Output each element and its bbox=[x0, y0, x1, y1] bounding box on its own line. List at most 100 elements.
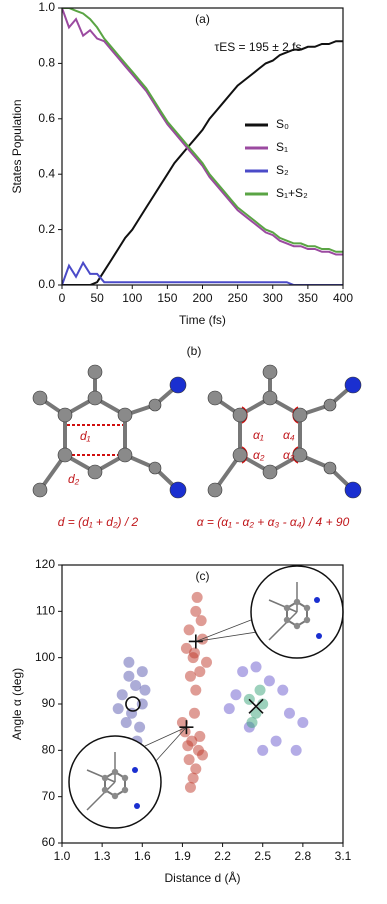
x-tick-label: 1.6 bbox=[134, 849, 151, 863]
point bbox=[190, 763, 202, 775]
point bbox=[197, 749, 208, 761]
atom bbox=[148, 398, 162, 412]
x-tick-label: 150 bbox=[157, 291, 177, 305]
y-tick-label: 70 bbox=[42, 789, 56, 803]
x-tick-label: 2.8 bbox=[295, 849, 312, 863]
point bbox=[223, 703, 235, 715]
point bbox=[246, 717, 258, 729]
x-tick-label: 200 bbox=[192, 291, 212, 305]
distance-label: d₂ bbox=[68, 472, 80, 486]
point bbox=[188, 647, 200, 659]
angle-label: α₃ bbox=[283, 448, 295, 462]
formula: α = (α₁ - α₂ + α₃ - α₄) / 4 + 90 bbox=[197, 515, 350, 529]
point bbox=[184, 670, 196, 682]
point bbox=[237, 666, 249, 678]
angle-label: α₁ bbox=[253, 428, 264, 442]
legend-label: S₁+S₂ bbox=[276, 186, 308, 200]
marker bbox=[125, 696, 141, 712]
y-tick-label: 110 bbox=[36, 604, 55, 618]
inset-atom bbox=[293, 598, 301, 606]
x-tick-label: 1.0 bbox=[54, 849, 71, 863]
point bbox=[263, 675, 275, 687]
point bbox=[136, 666, 148, 678]
y-tick-label: 1.0 bbox=[38, 0, 55, 14]
inset-link bbox=[154, 726, 187, 763]
point bbox=[277, 684, 289, 696]
x-tick-label: 250 bbox=[228, 291, 248, 305]
plot-frame bbox=[61, 7, 344, 286]
atom bbox=[148, 461, 162, 475]
atom bbox=[323, 398, 337, 412]
point bbox=[254, 684, 266, 696]
x-tick-label: 3.1 bbox=[335, 849, 352, 863]
point bbox=[183, 624, 195, 636]
point bbox=[120, 717, 132, 729]
x-tick-label: 0 bbox=[59, 291, 66, 305]
legend-label: S₀ bbox=[276, 117, 289, 131]
point bbox=[290, 744, 302, 756]
y-tick-label: 80 bbox=[42, 743, 56, 757]
atom bbox=[262, 464, 278, 480]
x-tick-label: 300 bbox=[263, 291, 283, 305]
inset-atom bbox=[283, 616, 291, 624]
series-line bbox=[62, 40, 343, 285]
inset-link bbox=[195, 619, 252, 642]
y-tick-label: 0.2 bbox=[38, 222, 55, 236]
atom bbox=[292, 447, 308, 463]
y-tick-label: 100 bbox=[35, 650, 55, 664]
point bbox=[123, 656, 135, 668]
series-line bbox=[62, 260, 343, 285]
y-axis-label: States Population bbox=[10, 99, 24, 193]
x-tick-label: 400 bbox=[333, 291, 353, 305]
plot bbox=[62, 8, 343, 285]
point bbox=[257, 744, 269, 756]
inset-bond bbox=[86, 781, 116, 811]
x-tick-label: 1.9 bbox=[174, 849, 191, 863]
x-tick-label: 1.3 bbox=[94, 849, 111, 863]
point bbox=[194, 730, 206, 742]
legend-label: S₁ bbox=[276, 140, 288, 154]
y-axis-label: Angle α (deg) bbox=[10, 668, 24, 740]
atom bbox=[262, 390, 278, 406]
atom bbox=[207, 390, 223, 406]
inset-atom bbox=[132, 767, 138, 773]
inset-bond bbox=[86, 769, 116, 783]
point bbox=[187, 772, 199, 784]
atom bbox=[323, 461, 337, 475]
atom bbox=[232, 407, 248, 423]
atom bbox=[169, 376, 187, 394]
plot bbox=[112, 591, 309, 793]
y-tick-label: 60 bbox=[42, 835, 56, 849]
annotation: τES = 195 ± 2 fs bbox=[214, 40, 301, 54]
formula: d = (d₁ + d₂) / 2 bbox=[58, 515, 139, 529]
atom bbox=[57, 407, 73, 423]
inset-atom bbox=[101, 774, 109, 782]
atom bbox=[57, 447, 73, 463]
atom bbox=[87, 464, 103, 480]
point bbox=[283, 707, 295, 719]
inset-atom bbox=[314, 597, 320, 603]
atom bbox=[344, 376, 362, 394]
marker bbox=[188, 634, 203, 649]
y-tick-label: 0.0 bbox=[38, 277, 55, 291]
point bbox=[270, 735, 282, 747]
point bbox=[176, 717, 188, 729]
marker bbox=[248, 698, 264, 714]
series-line bbox=[62, 8, 343, 253]
distance-label: d₁ bbox=[80, 429, 91, 443]
point bbox=[190, 605, 202, 617]
point bbox=[123, 670, 135, 682]
inset-atom bbox=[111, 792, 119, 800]
point bbox=[184, 781, 196, 793]
point bbox=[201, 656, 213, 668]
point bbox=[250, 707, 262, 719]
inset-link bbox=[195, 631, 258, 642]
point bbox=[183, 754, 195, 766]
panel-label: (a) bbox=[195, 12, 210, 26]
point bbox=[112, 703, 124, 715]
x-tick-label: 50 bbox=[90, 291, 104, 305]
point bbox=[194, 666, 206, 678]
point bbox=[180, 642, 192, 654]
point bbox=[182, 740, 194, 752]
